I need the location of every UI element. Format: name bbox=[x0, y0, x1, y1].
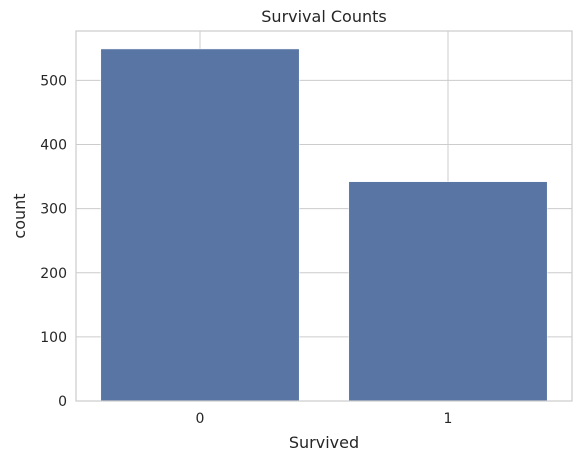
y-tick-label: 0 bbox=[58, 394, 67, 410]
bars bbox=[100, 48, 548, 402]
y-tick-labels: 0 100 200 300 400 500 bbox=[40, 73, 67, 410]
x-axis-label: Survived bbox=[289, 433, 359, 452]
chart-title: Survival Counts bbox=[261, 7, 386, 26]
y-tick-label: 200 bbox=[40, 266, 67, 282]
y-tick-label: 100 bbox=[40, 330, 67, 346]
y-tick-label: 500 bbox=[40, 73, 67, 89]
plot-frame bbox=[75, 30, 573, 402]
bar-1 bbox=[348, 181, 548, 402]
y-tick-label: 400 bbox=[40, 138, 67, 154]
bar-0 bbox=[100, 48, 300, 402]
y-axis-label: count bbox=[10, 193, 29, 238]
x-tick-label: 1 bbox=[444, 411, 453, 427]
y-tick-label: 300 bbox=[40, 202, 67, 218]
x-tick-label: 0 bbox=[196, 411, 205, 427]
